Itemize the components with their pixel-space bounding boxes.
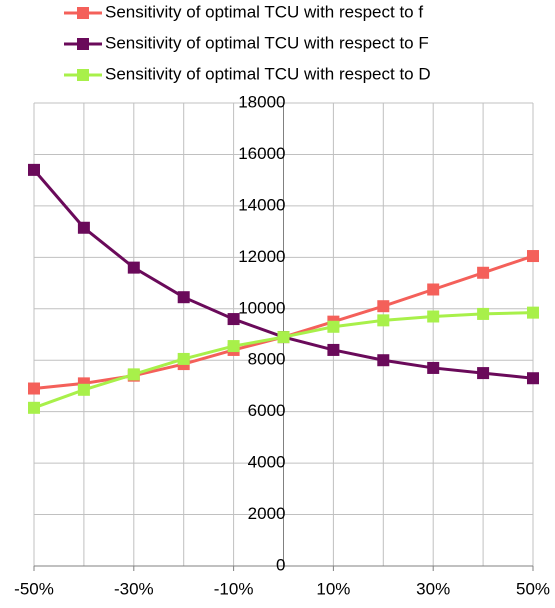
point — [477, 307, 490, 320]
legend-label: Sensitivity of optimal TCU with respect … — [105, 33, 429, 52]
y-tick-label: 0 — [276, 555, 285, 574]
x-tick-label: -30% — [114, 579, 154, 598]
point — [177, 291, 190, 304]
x-tick-label: 30% — [416, 579, 450, 598]
y-tick-label: 6000 — [248, 401, 286, 420]
y-tick-label: 2000 — [248, 504, 286, 523]
x-tick-label: -10% — [214, 579, 254, 598]
point — [227, 313, 240, 326]
x-tick-label: -50% — [14, 579, 54, 598]
point — [427, 310, 440, 323]
y-tick-label: 12000 — [238, 247, 285, 266]
point — [377, 354, 390, 367]
y-tick-label: 10000 — [238, 298, 285, 317]
y-tick-label: 18000 — [238, 92, 285, 111]
point — [427, 361, 440, 374]
point — [327, 343, 340, 356]
point — [277, 331, 290, 344]
point — [377, 300, 390, 313]
y-tick-label: 16000 — [238, 144, 285, 163]
x-tick-label: 10% — [316, 579, 350, 598]
point — [28, 401, 40, 414]
point — [477, 266, 490, 279]
point — [527, 250, 539, 263]
y-tick-label: 8000 — [248, 350, 286, 369]
point — [28, 163, 40, 176]
point — [127, 261, 140, 274]
y-tick-label: 4000 — [248, 453, 286, 472]
point — [327, 320, 340, 333]
point — [527, 306, 539, 319]
point — [427, 283, 440, 296]
point — [227, 340, 240, 353]
point — [127, 368, 140, 381]
legend-marker — [77, 69, 89, 81]
x-tick-label: 50% — [516, 579, 550, 598]
point — [177, 352, 190, 365]
y-tick-label: 14000 — [238, 195, 285, 214]
point — [77, 383, 90, 396]
legend-marker — [77, 38, 89, 50]
legend-label: Sensitivity of optimal TCU with respect … — [105, 64, 431, 83]
legend-label: Sensitivity of optimal TCU with respect … — [105, 2, 423, 21]
legend-marker — [77, 7, 89, 19]
point — [377, 314, 390, 327]
point — [28, 382, 40, 395]
point — [477, 367, 490, 380]
point — [77, 221, 90, 234]
point — [527, 372, 539, 385]
